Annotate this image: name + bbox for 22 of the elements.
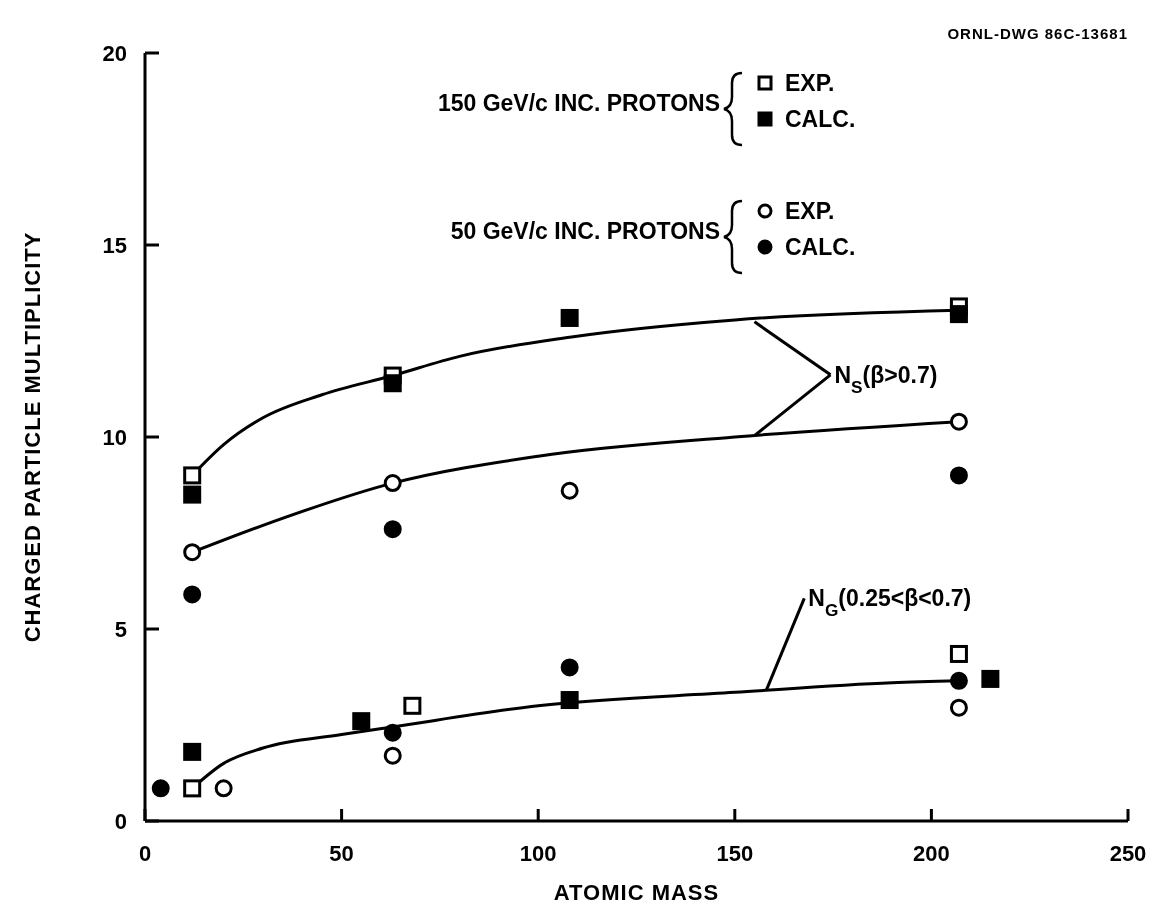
annotation: 150 GeV/c INC. PROTONS <box>437 90 720 116</box>
annotation: N$_{S}$(β>0.7) <box>834 361 938 397</box>
y-tick-label: 20 <box>102 40 127 66</box>
x-tick-label: 150 <box>716 840 754 866</box>
y-tick-label: 10 <box>102 424 127 450</box>
legend-label: CALC. <box>785 106 856 132</box>
x-tick-label: 50 <box>329 840 354 866</box>
x-axis-title: ATOMIC MASS <box>553 880 720 905</box>
annotation: N$_{G}$(0.25<β<0.7) <box>808 585 972 621</box>
text: ORNL-DWG 86C-13681 <box>947 25 1128 42</box>
legend-label: EXP. <box>785 70 835 96</box>
annotation: 50 GeV/c INC. PROTONS <box>450 218 720 244</box>
legend-label: CALC. <box>785 234 856 260</box>
y-tick-label: 0 <box>114 808 127 834</box>
x-tick-label: 100 <box>519 840 557 866</box>
legend-label: EXP. <box>785 198 835 224</box>
x-tick-label: 250 <box>1109 840 1147 866</box>
x-tick-label: 0 <box>138 840 152 866</box>
y-axis-title: CHARGED PARTICLE MULTIPLICITY <box>20 231 45 643</box>
y-tick-label: 5 <box>114 616 127 642</box>
x-tick-label: 200 <box>913 840 950 866</box>
y-tick-label: 15 <box>102 232 127 258</box>
